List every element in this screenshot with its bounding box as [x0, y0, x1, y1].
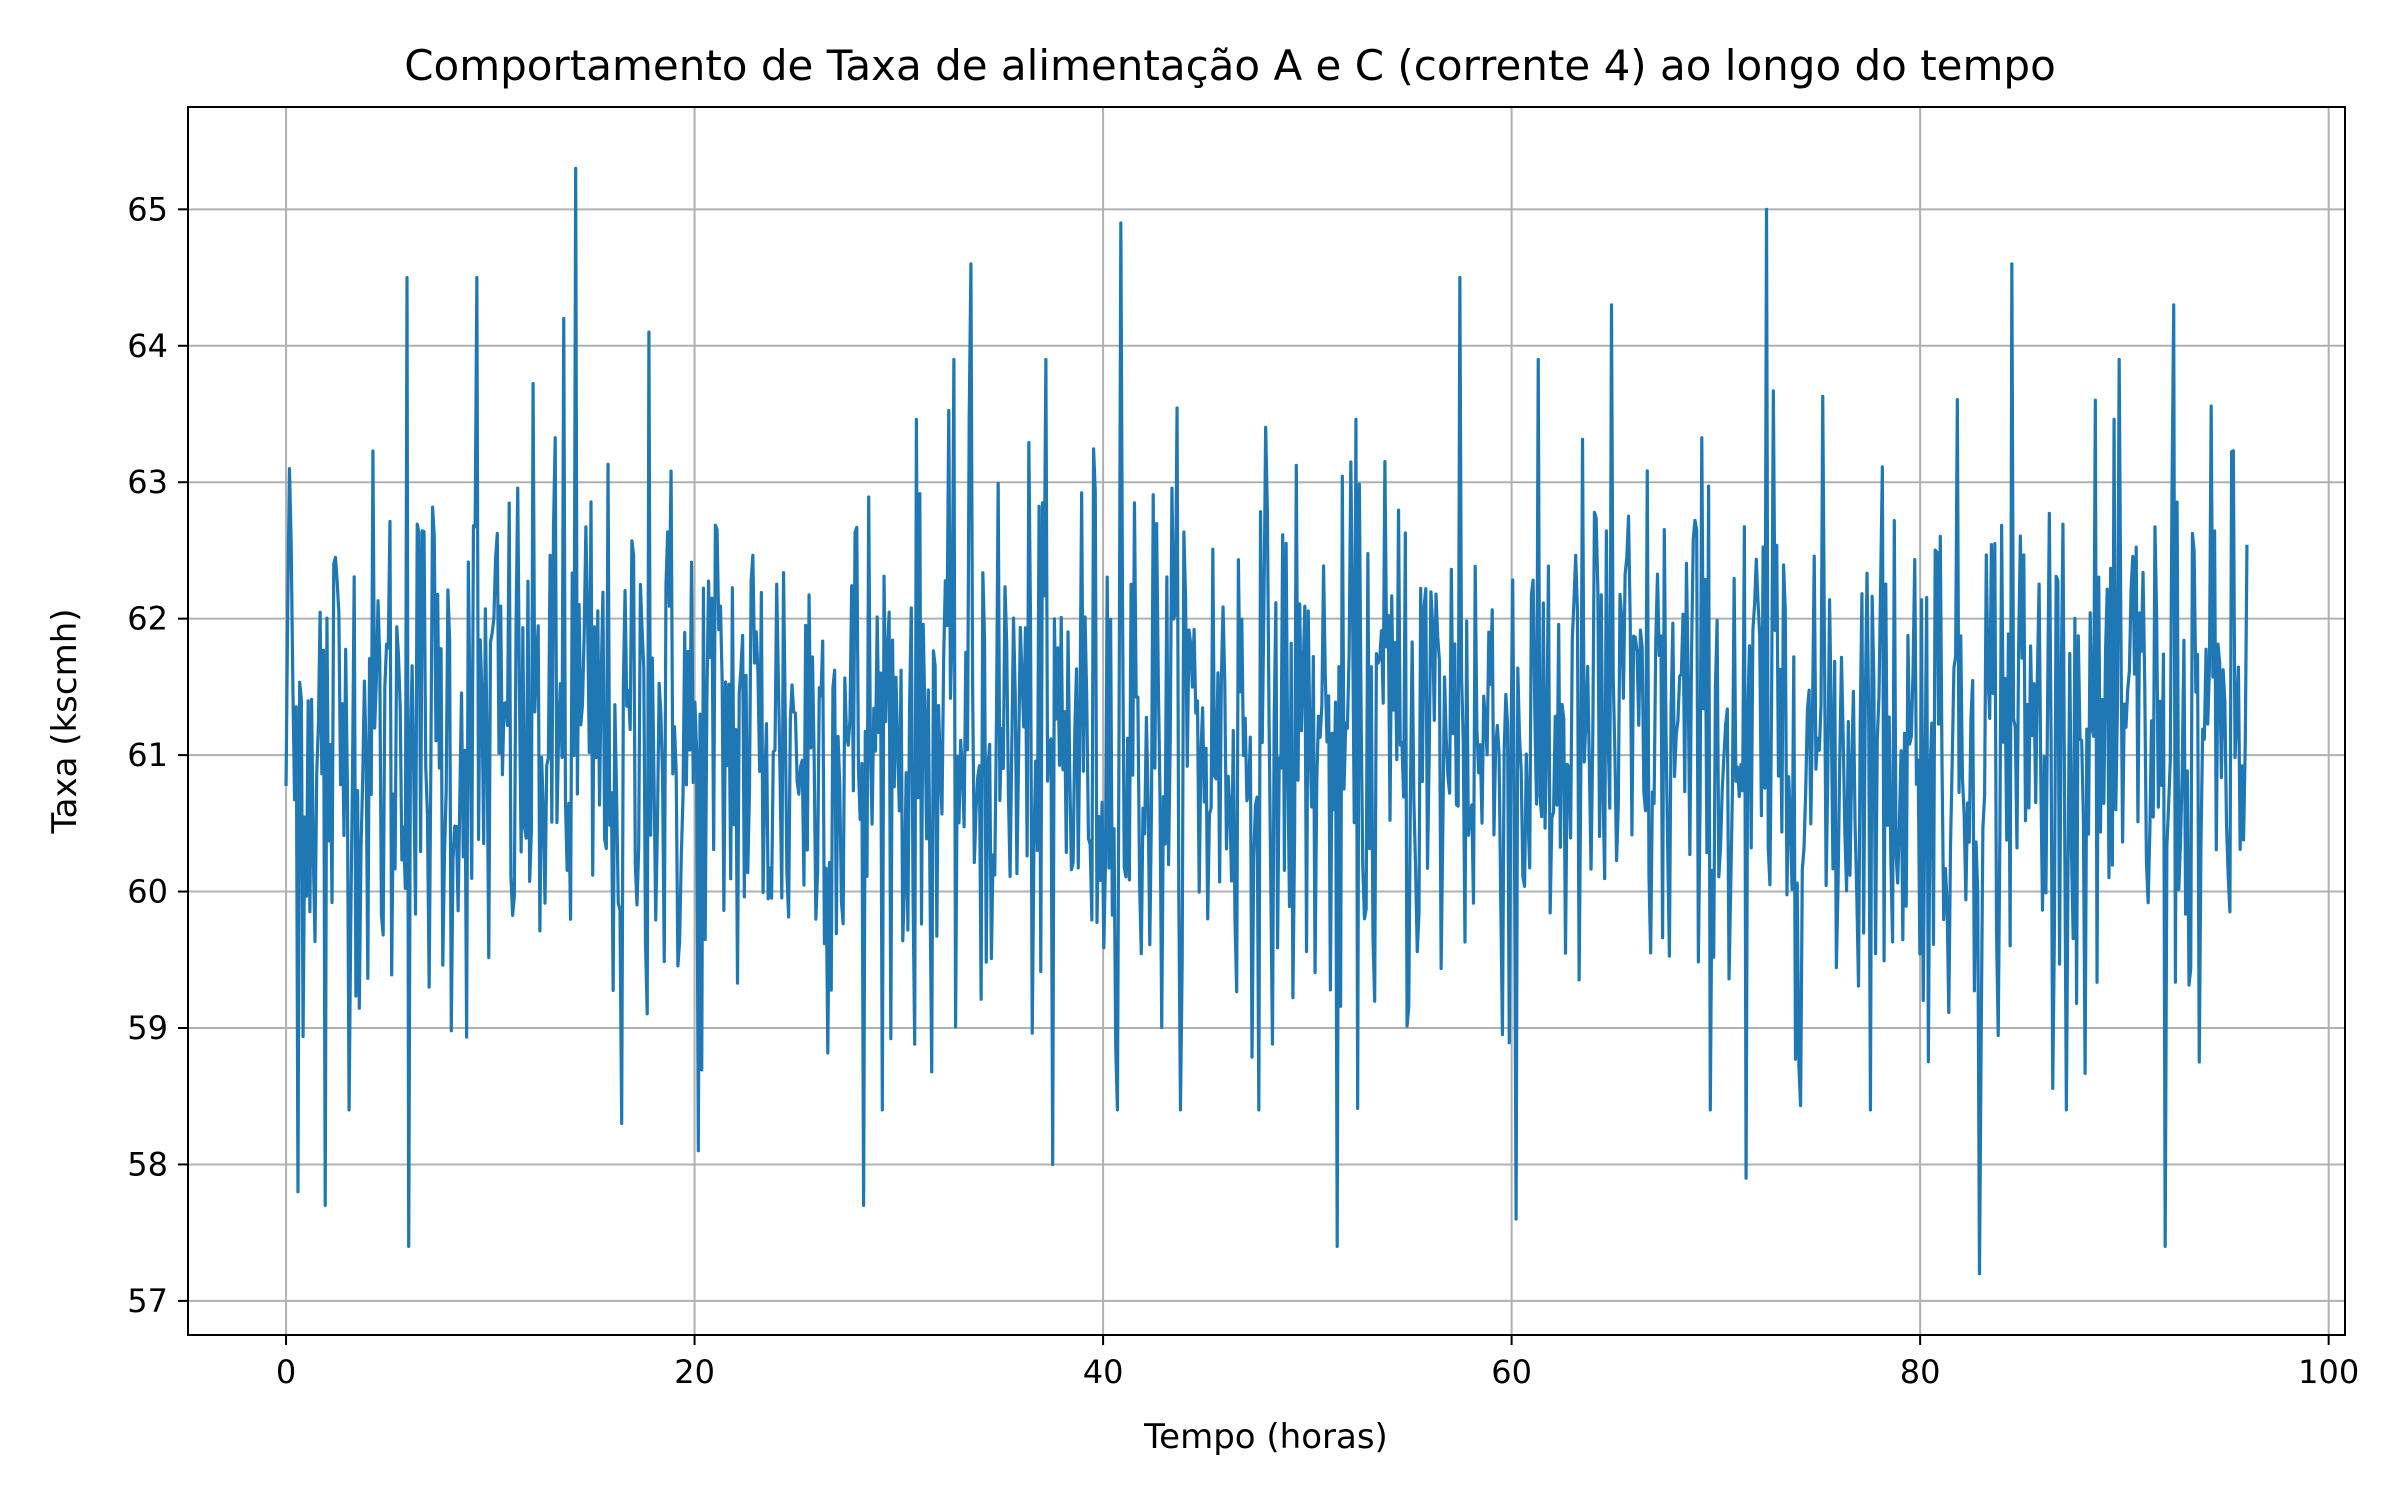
y-tick-label: 59	[127, 1009, 168, 1047]
plot-area-frame	[187, 106, 2346, 1336]
series-line	[284, 166, 2249, 1276]
series-layer	[284, 166, 2249, 1276]
x-tick-label: 40	[1083, 1353, 1124, 1391]
y-tick-label: 63	[127, 463, 168, 501]
y-axis-label: Taxa (kscmh)	[45, 608, 85, 834]
x-tick-label: 100	[2298, 1353, 2359, 1391]
x-axis-label: Tempo (horas)	[1143, 1417, 1388, 1457]
x-tick-label: 80	[1900, 1353, 1941, 1391]
x-tick-label: 0	[276, 1353, 296, 1391]
x-tick-label: 20	[674, 1353, 715, 1391]
y-tick-label: 64	[127, 327, 168, 365]
chart-title: Comportamento de Taxa de alimentação A e…	[404, 41, 2056, 90]
y-tick-label: 58	[127, 1145, 168, 1183]
y-tick-label: 57	[127, 1282, 168, 1320]
axis-ticks: 0 20 40 60 80 100 57 58 59 60 61 62 63 64 65	[127, 190, 2359, 1391]
y-tick-label: 65	[127, 190, 168, 228]
y-tick-label: 61	[127, 736, 168, 774]
x-tick-label: 60	[1491, 1353, 1532, 1391]
y-tick-label: 60	[127, 873, 168, 911]
y-tick-label: 62	[127, 600, 168, 638]
